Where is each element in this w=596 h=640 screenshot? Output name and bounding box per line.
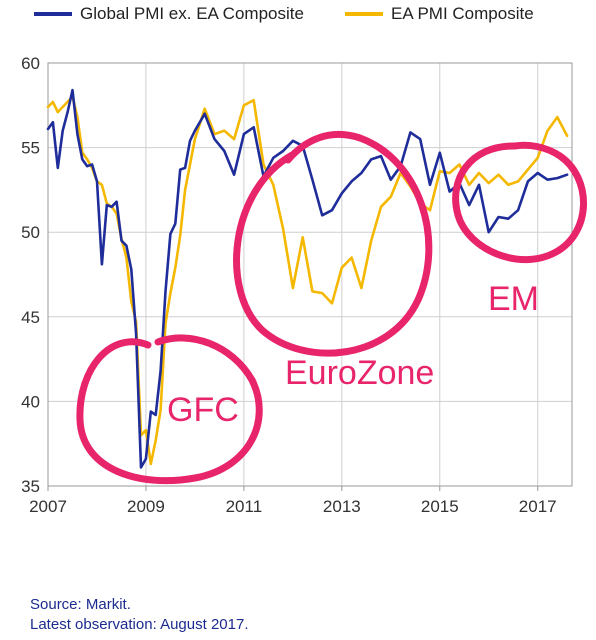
em-circle [452, 141, 587, 264]
axes: 35 40 45 50 55 60 2007 2009 2011 2013 2015 2017 [21, 54, 573, 516]
legend: Global PMI ex. EA Composite EA PMI Compo… [0, 4, 596, 32]
x-tick-label: 2015 [421, 497, 459, 516]
y-tick-label: 45 [21, 308, 40, 327]
source-note: Source: Markit. [30, 596, 131, 613]
x-tick-label: 2009 [127, 497, 165, 516]
eurozone-label: EuroZone [285, 354, 434, 392]
annotations: GFC EuroZone EM [76, 131, 587, 485]
gfc-circle [76, 334, 263, 485]
x-tick-label: 2017 [519, 497, 557, 516]
x-tick-label: 2013 [323, 497, 361, 516]
legend-label-ea: EA PMI Composite [391, 4, 534, 23]
x-tick-label: 2011 [226, 497, 263, 516]
legend-swatch-global [34, 12, 72, 16]
y-tick-label: 35 [21, 477, 40, 496]
em-label: EM [488, 280, 539, 318]
x-tick-label: 2007 [29, 497, 67, 516]
gfc-label: GFC [167, 391, 239, 429]
latest-observation-note: Latest observation: August 2017. [30, 616, 249, 633]
y-tick-label: 55 [21, 139, 40, 158]
plot-frame [47, 62, 573, 487]
eurozone-circle [233, 131, 433, 357]
y-tick-label: 50 [21, 223, 40, 242]
legend-swatch-ea [345, 12, 383, 16]
y-tick-label: 60 [21, 54, 40, 73]
legend-item-ea: EA PMI Composite [345, 4, 534, 24]
series-line-ea-pmi [46, 95, 569, 466]
legend-label-global: Global PMI ex. EA Composite [80, 4, 304, 23]
legend-item-global: Global PMI ex. EA Composite [34, 4, 304, 24]
pmi-line-chart: 35 40 45 50 55 60 2007 2009 2011 2013 2015 2017 GFC… [21, 54, 587, 516]
y-tick-label: 40 [21, 392, 40, 411]
